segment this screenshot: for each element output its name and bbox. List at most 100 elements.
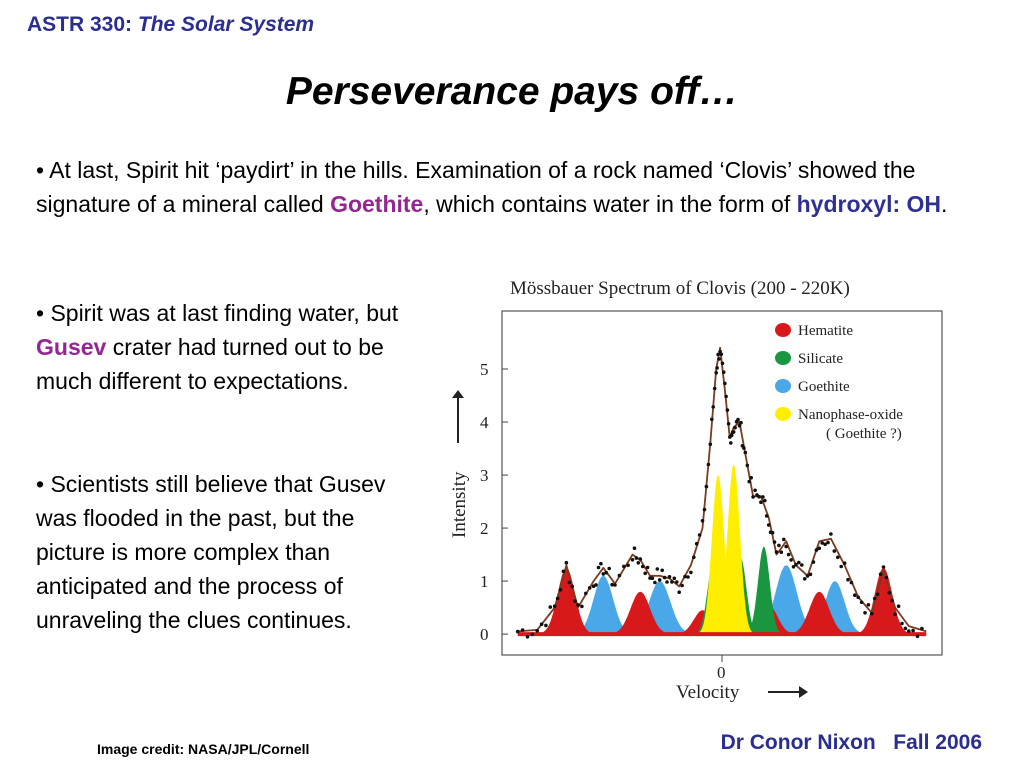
data-point <box>839 564 843 569</box>
data-point <box>626 563 630 568</box>
data-point <box>829 532 833 536</box>
data-point <box>515 629 520 634</box>
mossbauer-spectrum-chart: Mössbauer Spectrum of Clovis (200 - 220K… <box>449 278 943 703</box>
data-point <box>694 541 699 546</box>
y-axis-label: Intensity <box>449 471 470 538</box>
data-point <box>736 417 740 422</box>
data-point <box>643 571 647 576</box>
data-point <box>733 425 737 430</box>
data-point <box>548 605 553 609</box>
data-point <box>856 595 860 600</box>
data-point <box>717 357 721 361</box>
data-point <box>731 430 736 434</box>
data-point <box>697 533 702 537</box>
data-point <box>680 583 684 588</box>
slide-title: Perseverance pays off… <box>285 70 739 113</box>
data-point <box>720 361 725 366</box>
hydroxyl-highlight: hydroxyl: OH <box>796 191 942 217</box>
data-point <box>814 548 819 552</box>
data-point <box>636 561 641 565</box>
data-point <box>893 612 897 617</box>
data-point <box>601 572 606 576</box>
data-point <box>544 623 548 628</box>
data-point <box>737 423 742 428</box>
data-point <box>576 603 580 607</box>
data-point <box>802 577 807 581</box>
y-axis-ticks: 0 1 2 3 4 5 <box>480 360 508 644</box>
data-point <box>584 591 588 596</box>
legend-label: Nanophase-oxide <box>798 407 903 423</box>
data-point <box>567 580 572 585</box>
data-point <box>617 573 622 578</box>
data-point <box>784 544 788 549</box>
data-point <box>645 565 650 570</box>
data-point <box>872 596 877 601</box>
data-point <box>704 484 709 489</box>
x-axis-ticks: 0 <box>717 655 726 682</box>
data-point <box>683 574 687 579</box>
data-point <box>655 567 660 571</box>
legend-note: ( Goethite ?) <box>826 426 902 442</box>
data-point <box>712 386 717 391</box>
data-point <box>866 603 871 607</box>
data-point <box>907 629 911 633</box>
data-point <box>751 495 755 499</box>
data-point <box>718 349 722 354</box>
data-point <box>836 555 840 560</box>
data-point <box>772 540 777 544</box>
data-point <box>800 563 804 567</box>
data-point <box>808 572 813 577</box>
data-point <box>797 560 801 565</box>
data-point <box>842 561 847 565</box>
data-point <box>677 590 681 594</box>
data-point <box>920 626 924 631</box>
hematite-peak-4 <box>790 591 849 635</box>
data-point <box>887 590 892 595</box>
y-tick-label: 0 <box>480 625 489 644</box>
data-point <box>870 611 874 616</box>
data-point <box>596 565 601 570</box>
data-point <box>607 566 611 571</box>
data-point <box>555 596 560 601</box>
data-point <box>770 530 775 535</box>
legend-label: Goethite <box>798 379 850 395</box>
data-point <box>820 541 824 545</box>
bullet-1-text: • At last, Spirit hit ‘paydirt’ in the h… <box>36 157 916 217</box>
hematite-peak-0 <box>540 567 593 635</box>
data-point <box>789 558 793 562</box>
nanophase-oxide-peak-1 <box>715 464 753 635</box>
data-point <box>915 634 920 639</box>
data-point <box>900 621 904 626</box>
data-point <box>723 381 727 386</box>
data-point <box>779 550 784 554</box>
data-point <box>759 500 763 504</box>
bullet-2: • Spirit was at last finding water, but … <box>36 296 421 398</box>
data-point <box>667 575 672 579</box>
data-point <box>599 561 603 566</box>
data-point <box>689 570 693 575</box>
footer-author: Dr Conor Nixon <box>720 731 876 754</box>
data-point <box>672 576 677 581</box>
data-point <box>634 556 639 560</box>
data-point <box>849 580 854 585</box>
data-point <box>580 604 584 609</box>
data-point <box>846 577 850 582</box>
data-point <box>638 557 643 561</box>
nanophase-oxide-swatch <box>775 407 791 421</box>
bullet-1-suffix: . <box>941 191 948 217</box>
data-point <box>719 352 724 356</box>
goethite-peak-0 <box>574 575 633 635</box>
footer-term: Fall 2006 <box>893 731 982 754</box>
gusev-highlight: Gusev <box>36 334 107 360</box>
data-point <box>739 420 743 425</box>
data-point <box>610 582 614 587</box>
data-point <box>890 598 894 603</box>
data-point <box>884 575 889 580</box>
footer: Dr Conor Nixon Fall 2006 <box>721 731 982 755</box>
silicate-swatch <box>775 351 791 365</box>
image-credit: Image credit: NASA/JPL/Cornell <box>97 741 310 757</box>
data-point <box>766 523 771 527</box>
data-point <box>786 552 791 557</box>
data-point <box>724 394 728 399</box>
data-point <box>675 580 679 584</box>
